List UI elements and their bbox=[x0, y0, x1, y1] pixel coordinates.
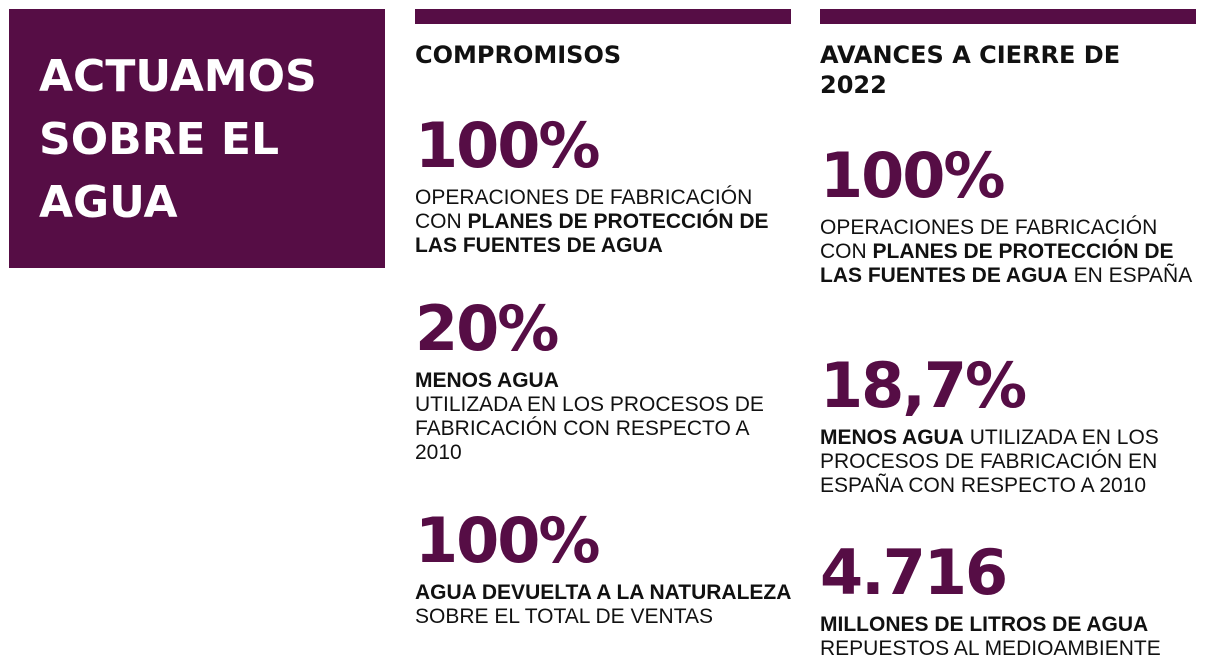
stat-description: OPERACIONES DE FABRICACIÓN CON PLANES DE… bbox=[415, 186, 795, 258]
title-box: ACTUAMOS SOBRE EL AGUA bbox=[9, 9, 385, 268]
stat-description: MENOS AGUA UTILIZADA EN LOS PROCESOS DE F… bbox=[415, 369, 795, 465]
compromiso-stat-1: 100% OPERACIONES DE FABRICACIÓN CON PLAN… bbox=[415, 114, 795, 258]
stat-text: UTILIZADA EN LOS PROCESOS DE FABRICACIÓN… bbox=[415, 393, 764, 464]
avances-heading-line-1: AVANCES A CIERRE DE bbox=[820, 41, 1121, 69]
avances-column: AVANCES A CIERRE DE 2022 100% OPERACIONE… bbox=[820, 9, 1196, 660]
stat-description: MENOS AGUA UTILIZADA EN LOS PROCESOS DE … bbox=[820, 426, 1200, 498]
avance-stat-3: 4.716 MILLONES DE LITROS DE AGUA REPUESTO… bbox=[820, 541, 1200, 661]
stat-value: 100% bbox=[820, 139, 1006, 212]
stat-text-bold: MENOS AGUA bbox=[415, 369, 559, 392]
stat-value: 18,7% bbox=[820, 349, 1027, 422]
compromiso-stat-3: 100% AGUA DEVUELTA A LA NATURALEZA SOBRE… bbox=[415, 509, 795, 629]
stat-value: 4.716 bbox=[820, 536, 1008, 609]
stat-text-bold: AGUA DEVUELTA A LA NATURALEZA bbox=[415, 581, 792, 604]
avance-stat-2: 18,7% MENOS AGUA UTILIZADA EN LOS PROCES… bbox=[820, 354, 1200, 498]
compromisos-accent-bar bbox=[415, 9, 791, 24]
avances-heading-line-2: 2022 bbox=[820, 71, 887, 99]
compromiso-stat-2: 20% MENOS AGUA UTILIZADA EN LOS PROCESOS … bbox=[415, 297, 795, 465]
stat-text-bold: MILLONES DE LITROS DE AGUA bbox=[820, 613, 1149, 636]
stat-text-tail: EN ESPAÑA bbox=[1067, 264, 1193, 287]
stat-text: OPERACIONES DE FABRICACIÓN CON bbox=[415, 186, 753, 233]
avance-stat-1: 100% OPERACIONES DE FABRICACIÓN CON PLAN… bbox=[820, 144, 1200, 288]
stat-text-bold: PLANES DE PROTECCIÓN DE LAS FUENTES DE A… bbox=[415, 210, 769, 257]
stat-description: AGUA DEVUELTA A LA NATURALEZA SOBRE EL T… bbox=[415, 581, 795, 629]
title-line-1: ACTUAMOS bbox=[39, 51, 317, 102]
stat-text: UTILIZADA EN LOS PROCESOS DE FABRICACIÓN… bbox=[820, 426, 1159, 497]
stat-text: SOBRE EL TOTAL DE VENTAS bbox=[415, 605, 713, 628]
stat-description: OPERACIONES DE FABRICACIÓN CON PLANES DE… bbox=[820, 216, 1200, 288]
stat-value: 20% bbox=[415, 292, 559, 365]
compromisos-column: COMPROMISOS 100% OPERACIONES DE FABRICAC… bbox=[415, 9, 791, 628]
stat-value: 100% bbox=[415, 504, 601, 577]
stat-text-bold: MENOS AGUA bbox=[820, 426, 964, 449]
stat-value: 100% bbox=[415, 109, 601, 182]
stat-text: OPERACIONES DE FABRICACIÓN CON bbox=[820, 216, 1158, 263]
stat-text: REPUESTOS AL MEDIOAMBIENTE bbox=[820, 637, 1161, 660]
stat-text-bold: PLANES DE PROTECCIÓN DE LAS FUENTES DE A… bbox=[820, 240, 1174, 287]
title-line-2: SOBRE EL bbox=[39, 114, 279, 165]
avances-accent-bar bbox=[820, 9, 1196, 24]
compromisos-heading: COMPROMISOS bbox=[415, 41, 622, 69]
title-line-3: AGUA bbox=[39, 177, 178, 228]
avances-heading: AVANCES A CIERRE DE 2022 bbox=[820, 40, 1196, 100]
stat-description: MILLONES DE LITROS DE AGUA REPUESTOS AL M… bbox=[820, 613, 1200, 661]
